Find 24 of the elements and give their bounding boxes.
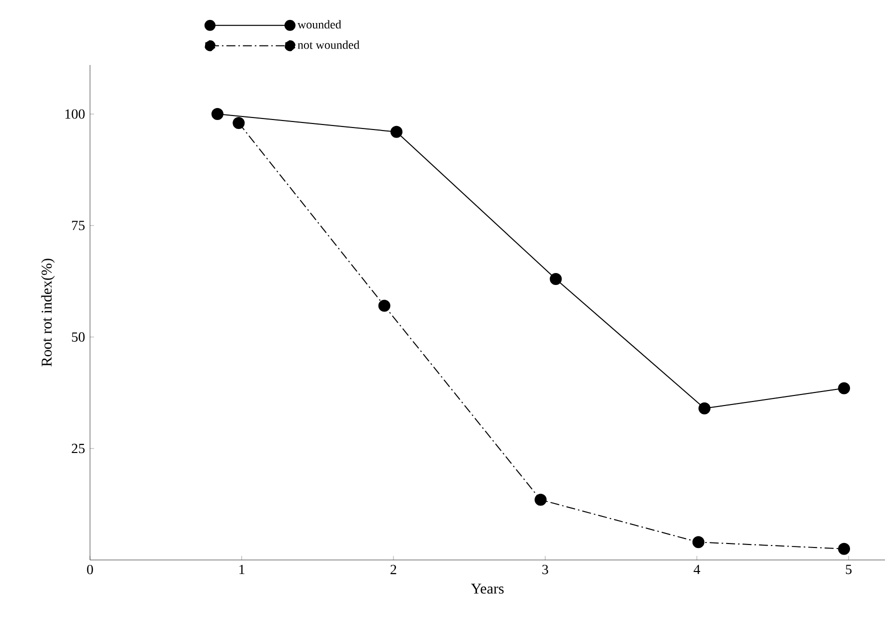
x-tick-label: 0 [87, 564, 93, 574]
point [692, 536, 704, 548]
point [534, 494, 547, 506]
point [838, 382, 850, 394]
y-tick-label: 75 [72, 220, 85, 230]
legend-label: wounded [298, 20, 342, 29]
point [232, 116, 245, 129]
point [378, 300, 390, 312]
x-tick-label: 1 [239, 564, 244, 574]
y-tick-label: 100 [65, 109, 85, 119]
y-tick-label: 25 [72, 444, 85, 454]
x-tick-label: 5 [846, 564, 852, 574]
x-tick-label: 3 [542, 564, 548, 574]
point [550, 273, 562, 286]
y-axis-title: Root rot index(%) [41, 258, 55, 366]
x-axis-title: Years [471, 584, 504, 594]
point [211, 108, 224, 120]
y-tick-label: 50 [72, 332, 85, 342]
point [390, 126, 402, 138]
legend-label: not wounded [298, 40, 360, 49]
point [838, 542, 850, 555]
x-tick-label: 4 [694, 564, 700, 574]
point [698, 402, 710, 414]
x-tick-label: 2 [390, 564, 396, 574]
